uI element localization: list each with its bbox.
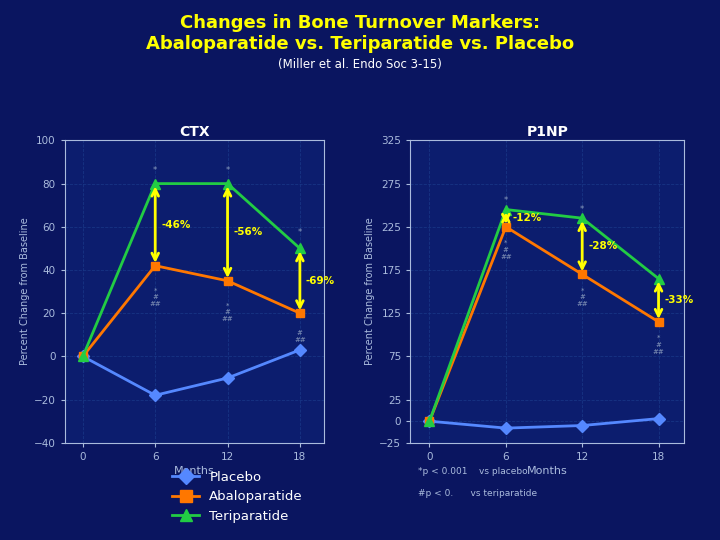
Text: *: * bbox=[504, 197, 508, 206]
Text: -56%: -56% bbox=[233, 227, 263, 237]
Text: *
#
##: * # ## bbox=[149, 287, 161, 307]
Text: *
#
##: * # ## bbox=[652, 335, 665, 355]
Text: *
#
##: * # ## bbox=[576, 287, 588, 307]
Legend: Placebo, Abaloparatide, Teriparatide: Placebo, Abaloparatide, Teriparatide bbox=[167, 465, 308, 528]
Text: -12%: -12% bbox=[512, 213, 541, 223]
Text: -28%: -28% bbox=[588, 241, 618, 251]
Text: #
##: # ## bbox=[294, 330, 306, 343]
X-axis label: Months: Months bbox=[174, 466, 215, 476]
Text: (Miller et al. Endo Soc 3-15): (Miller et al. Endo Soc 3-15) bbox=[278, 58, 442, 71]
Text: -46%: -46% bbox=[161, 220, 191, 229]
Text: -69%: -69% bbox=[306, 276, 335, 286]
Text: *: * bbox=[580, 205, 585, 214]
Text: *: * bbox=[153, 166, 158, 175]
Text: Abaloparatide vs. Teriparatide vs. Placebo: Abaloparatide vs. Teriparatide vs. Place… bbox=[146, 35, 574, 53]
Y-axis label: Percent Change from Baseline: Percent Change from Baseline bbox=[19, 218, 30, 366]
Text: #p < 0.      vs teriparatide: #p < 0. vs teriparatide bbox=[418, 489, 536, 498]
Text: *: * bbox=[298, 228, 302, 238]
Text: -33%: -33% bbox=[665, 295, 694, 305]
Text: *
#
##: * # ## bbox=[222, 302, 233, 322]
Text: *: * bbox=[225, 166, 230, 175]
Text: Changes in Bone Turnover Markers:: Changes in Bone Turnover Markers: bbox=[180, 14, 540, 31]
Y-axis label: Percent Change from Baseline: Percent Change from Baseline bbox=[365, 218, 375, 366]
Text: *p < 0.001    vs placebo: *p < 0.001 vs placebo bbox=[418, 467, 527, 476]
X-axis label: Months: Months bbox=[527, 466, 567, 476]
Title: P1NP: P1NP bbox=[526, 125, 568, 139]
Text: *
#
##: * # ## bbox=[500, 240, 512, 260]
Title: CTX: CTX bbox=[179, 125, 210, 139]
